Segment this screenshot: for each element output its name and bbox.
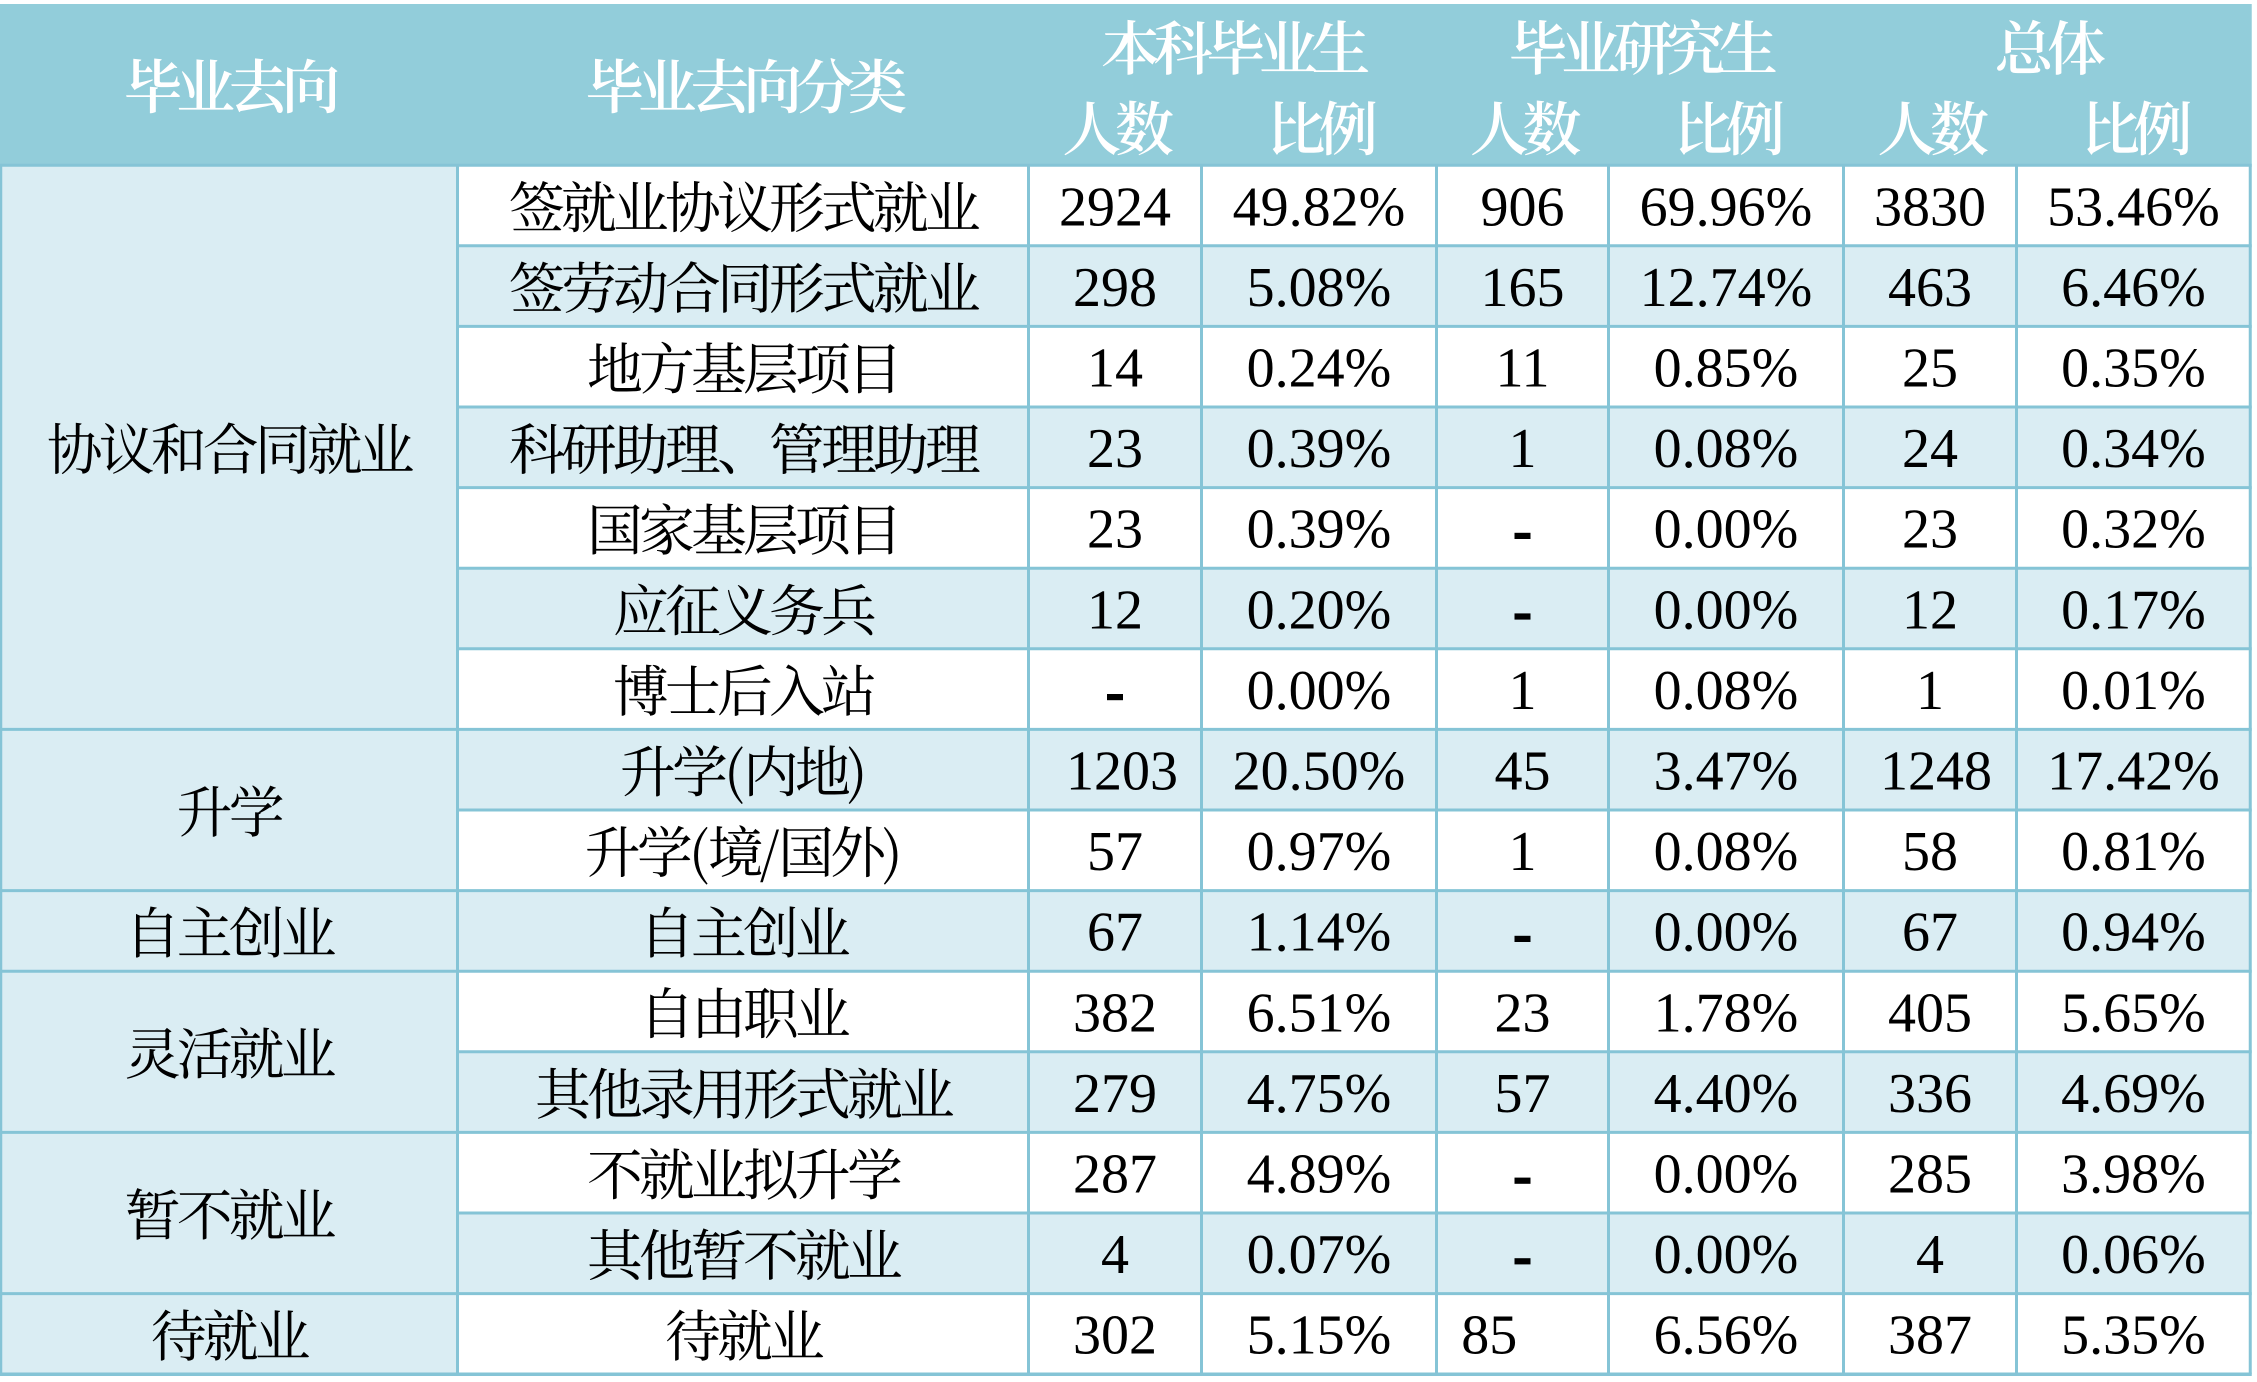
svg-text:0.32%: 0.32%: [2061, 499, 2206, 561]
svg-text:0.17%: 0.17%: [2061, 579, 2206, 641]
svg-text:57: 57: [1495, 1063, 1551, 1125]
svg-text:4.69%: 4.69%: [2061, 1063, 2206, 1125]
svg-text:3.47%: 3.47%: [1654, 741, 1799, 803]
svg-text:4.40%: 4.40%: [1654, 1063, 1799, 1125]
svg-text:1.78%: 1.78%: [1654, 982, 1799, 1044]
svg-text:5.65%: 5.65%: [2061, 982, 2206, 1044]
svg-text:1: 1: [1509, 418, 1537, 480]
svg-text:45: 45: [1495, 741, 1551, 803]
svg-text:0.00%: 0.00%: [1654, 499, 1799, 561]
svg-text:23: 23: [1087, 418, 1143, 480]
svg-text:53.46%: 53.46%: [2047, 176, 2220, 238]
svg-text:0.34%: 0.34%: [2061, 418, 2206, 480]
svg-text:23: 23: [1495, 982, 1551, 1044]
svg-text:67: 67: [1087, 902, 1143, 964]
svg-text:58: 58: [1902, 821, 1958, 883]
svg-text:287: 287: [1073, 1144, 1157, 1206]
svg-text:57: 57: [1087, 821, 1143, 883]
svg-text:67: 67: [1902, 902, 1958, 964]
svg-text:0.94%: 0.94%: [2061, 902, 2206, 964]
svg-text:12: 12: [1087, 579, 1143, 641]
svg-text:14: 14: [1087, 338, 1143, 400]
svg-text:85: 85: [1461, 1305, 1517, 1367]
svg-text:11: 11: [1496, 338, 1550, 400]
svg-text:5.35%: 5.35%: [2061, 1305, 2206, 1367]
svg-text:285: 285: [1888, 1144, 1972, 1206]
svg-text:23: 23: [1902, 499, 1958, 561]
svg-text:3.98%: 3.98%: [2061, 1144, 2206, 1206]
svg-text:463: 463: [1888, 257, 1972, 319]
svg-text:4.89%: 4.89%: [1247, 1144, 1392, 1206]
svg-text:302: 302: [1073, 1305, 1157, 1367]
svg-text:4.75%: 4.75%: [1247, 1063, 1392, 1125]
svg-text:0.08%: 0.08%: [1654, 660, 1799, 722]
svg-text:405: 405: [1888, 982, 1972, 1044]
svg-text:4: 4: [1101, 1224, 1129, 1286]
svg-text:5.08%: 5.08%: [1247, 257, 1392, 319]
svg-text:69.96%: 69.96%: [1640, 176, 1813, 238]
svg-text:0.00%: 0.00%: [1654, 902, 1799, 964]
svg-text:0.24%: 0.24%: [1247, 338, 1392, 400]
svg-text:0.00%: 0.00%: [1654, 579, 1799, 641]
svg-text:12: 12: [1902, 579, 1958, 641]
svg-text:1248: 1248: [1880, 741, 1992, 803]
svg-text:0.07%: 0.07%: [1247, 1224, 1392, 1286]
svg-text:23: 23: [1087, 499, 1143, 561]
svg-text:906: 906: [1481, 176, 1565, 238]
svg-text:2924: 2924: [1059, 176, 1171, 238]
svg-text:1: 1: [1509, 660, 1537, 722]
svg-text:0.01%: 0.01%: [2061, 660, 2206, 722]
svg-text:17.42%: 17.42%: [2047, 741, 2220, 803]
svg-text:3830: 3830: [1874, 176, 1986, 238]
svg-text:0.08%: 0.08%: [1654, 821, 1799, 883]
svg-text:0.00%: 0.00%: [1247, 660, 1392, 722]
svg-text:165: 165: [1481, 257, 1565, 319]
svg-text:0.00%: 0.00%: [1654, 1224, 1799, 1286]
svg-text:0.20%: 0.20%: [1247, 579, 1392, 641]
svg-text:12.74%: 12.74%: [1640, 257, 1813, 319]
svg-text:6.46%: 6.46%: [2061, 257, 2206, 319]
svg-text:0.00%: 0.00%: [1654, 1144, 1799, 1206]
svg-text:24: 24: [1902, 418, 1958, 480]
svg-text:0.39%: 0.39%: [1247, 418, 1392, 480]
svg-text:5.15%: 5.15%: [1247, 1305, 1392, 1367]
svg-text:20.50%: 20.50%: [1233, 741, 1406, 803]
svg-text:0.97%: 0.97%: [1247, 821, 1392, 883]
svg-text:279: 279: [1073, 1063, 1157, 1125]
svg-text:382: 382: [1073, 982, 1157, 1044]
svg-text:1203: 1203: [1066, 741, 1178, 803]
svg-text:4: 4: [1916, 1224, 1944, 1286]
svg-text:387: 387: [1888, 1305, 1972, 1367]
svg-text:0.81%: 0.81%: [2061, 821, 2206, 883]
svg-text:298: 298: [1073, 257, 1157, 319]
svg-text:1.14%: 1.14%: [1247, 902, 1392, 964]
svg-text:336: 336: [1888, 1063, 1972, 1125]
svg-text:49.82%: 49.82%: [1233, 176, 1406, 238]
svg-text:1: 1: [1916, 660, 1944, 722]
svg-text:25: 25: [1902, 338, 1958, 400]
svg-text:0.06%: 0.06%: [2061, 1224, 2206, 1286]
svg-text:0.85%: 0.85%: [1654, 338, 1799, 400]
svg-text:1: 1: [1509, 821, 1537, 883]
svg-text:6.51%: 6.51%: [1247, 982, 1392, 1044]
svg-text:6.56%: 6.56%: [1654, 1305, 1799, 1367]
svg-text:0.08%: 0.08%: [1654, 418, 1799, 480]
svg-text:0.35%: 0.35%: [2061, 338, 2206, 400]
svg-text:0.39%: 0.39%: [1247, 499, 1392, 561]
